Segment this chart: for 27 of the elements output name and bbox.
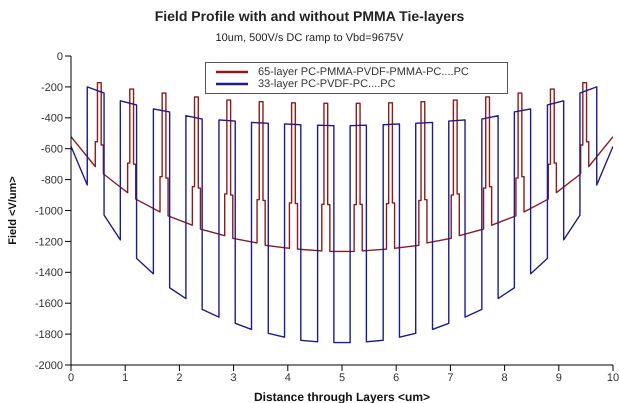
y-tick-label: -1200 (34, 236, 63, 248)
legend-label: 65-layer PC-PMMA-PVDF-PMMA-PC....PC (258, 66, 469, 78)
chart-title: Field Profile with and without PMMA Tie-layers (154, 8, 466, 24)
x-tick-label: 9 (556, 372, 562, 384)
y-tick-label: -2000 (34, 360, 63, 372)
y-tick-label: -800 (40, 174, 63, 187)
y-tick-label: -400 (40, 112, 63, 125)
y-tick-label: -1800 (34, 329, 63, 342)
x-tick-label: 8 (502, 372, 508, 384)
chart-subtitle: 10um, 500V/s DC ramp to Vbd=9675V (214, 32, 405, 44)
x-tick-label: 7 (447, 372, 454, 384)
x-tick-label: 3 (230, 372, 237, 384)
y-tick-label: -1600 (34, 298, 63, 310)
y-tick-label: -200 (40, 82, 63, 94)
y-tick-label: -1000 (34, 205, 63, 218)
x-tick-label: 6 (393, 372, 400, 384)
x-tick-label: 4 (284, 372, 291, 384)
x-tick-label: 5 (338, 372, 346, 384)
y-axis-title: Field <V/um> (6, 176, 19, 245)
y-tick-label: 0 (56, 50, 63, 63)
x-tick-label: 0 (68, 372, 74, 384)
x-tick-label: 1 (122, 372, 128, 384)
x-tick-label: 2 (176, 372, 182, 384)
x-tick-label: 10 (606, 372, 619, 384)
legend-label: 33-layer PC-PVDF-PC....PC (258, 78, 396, 90)
y-tick-label: -600 (40, 144, 63, 156)
y-tick-label: -1400 (34, 267, 63, 280)
